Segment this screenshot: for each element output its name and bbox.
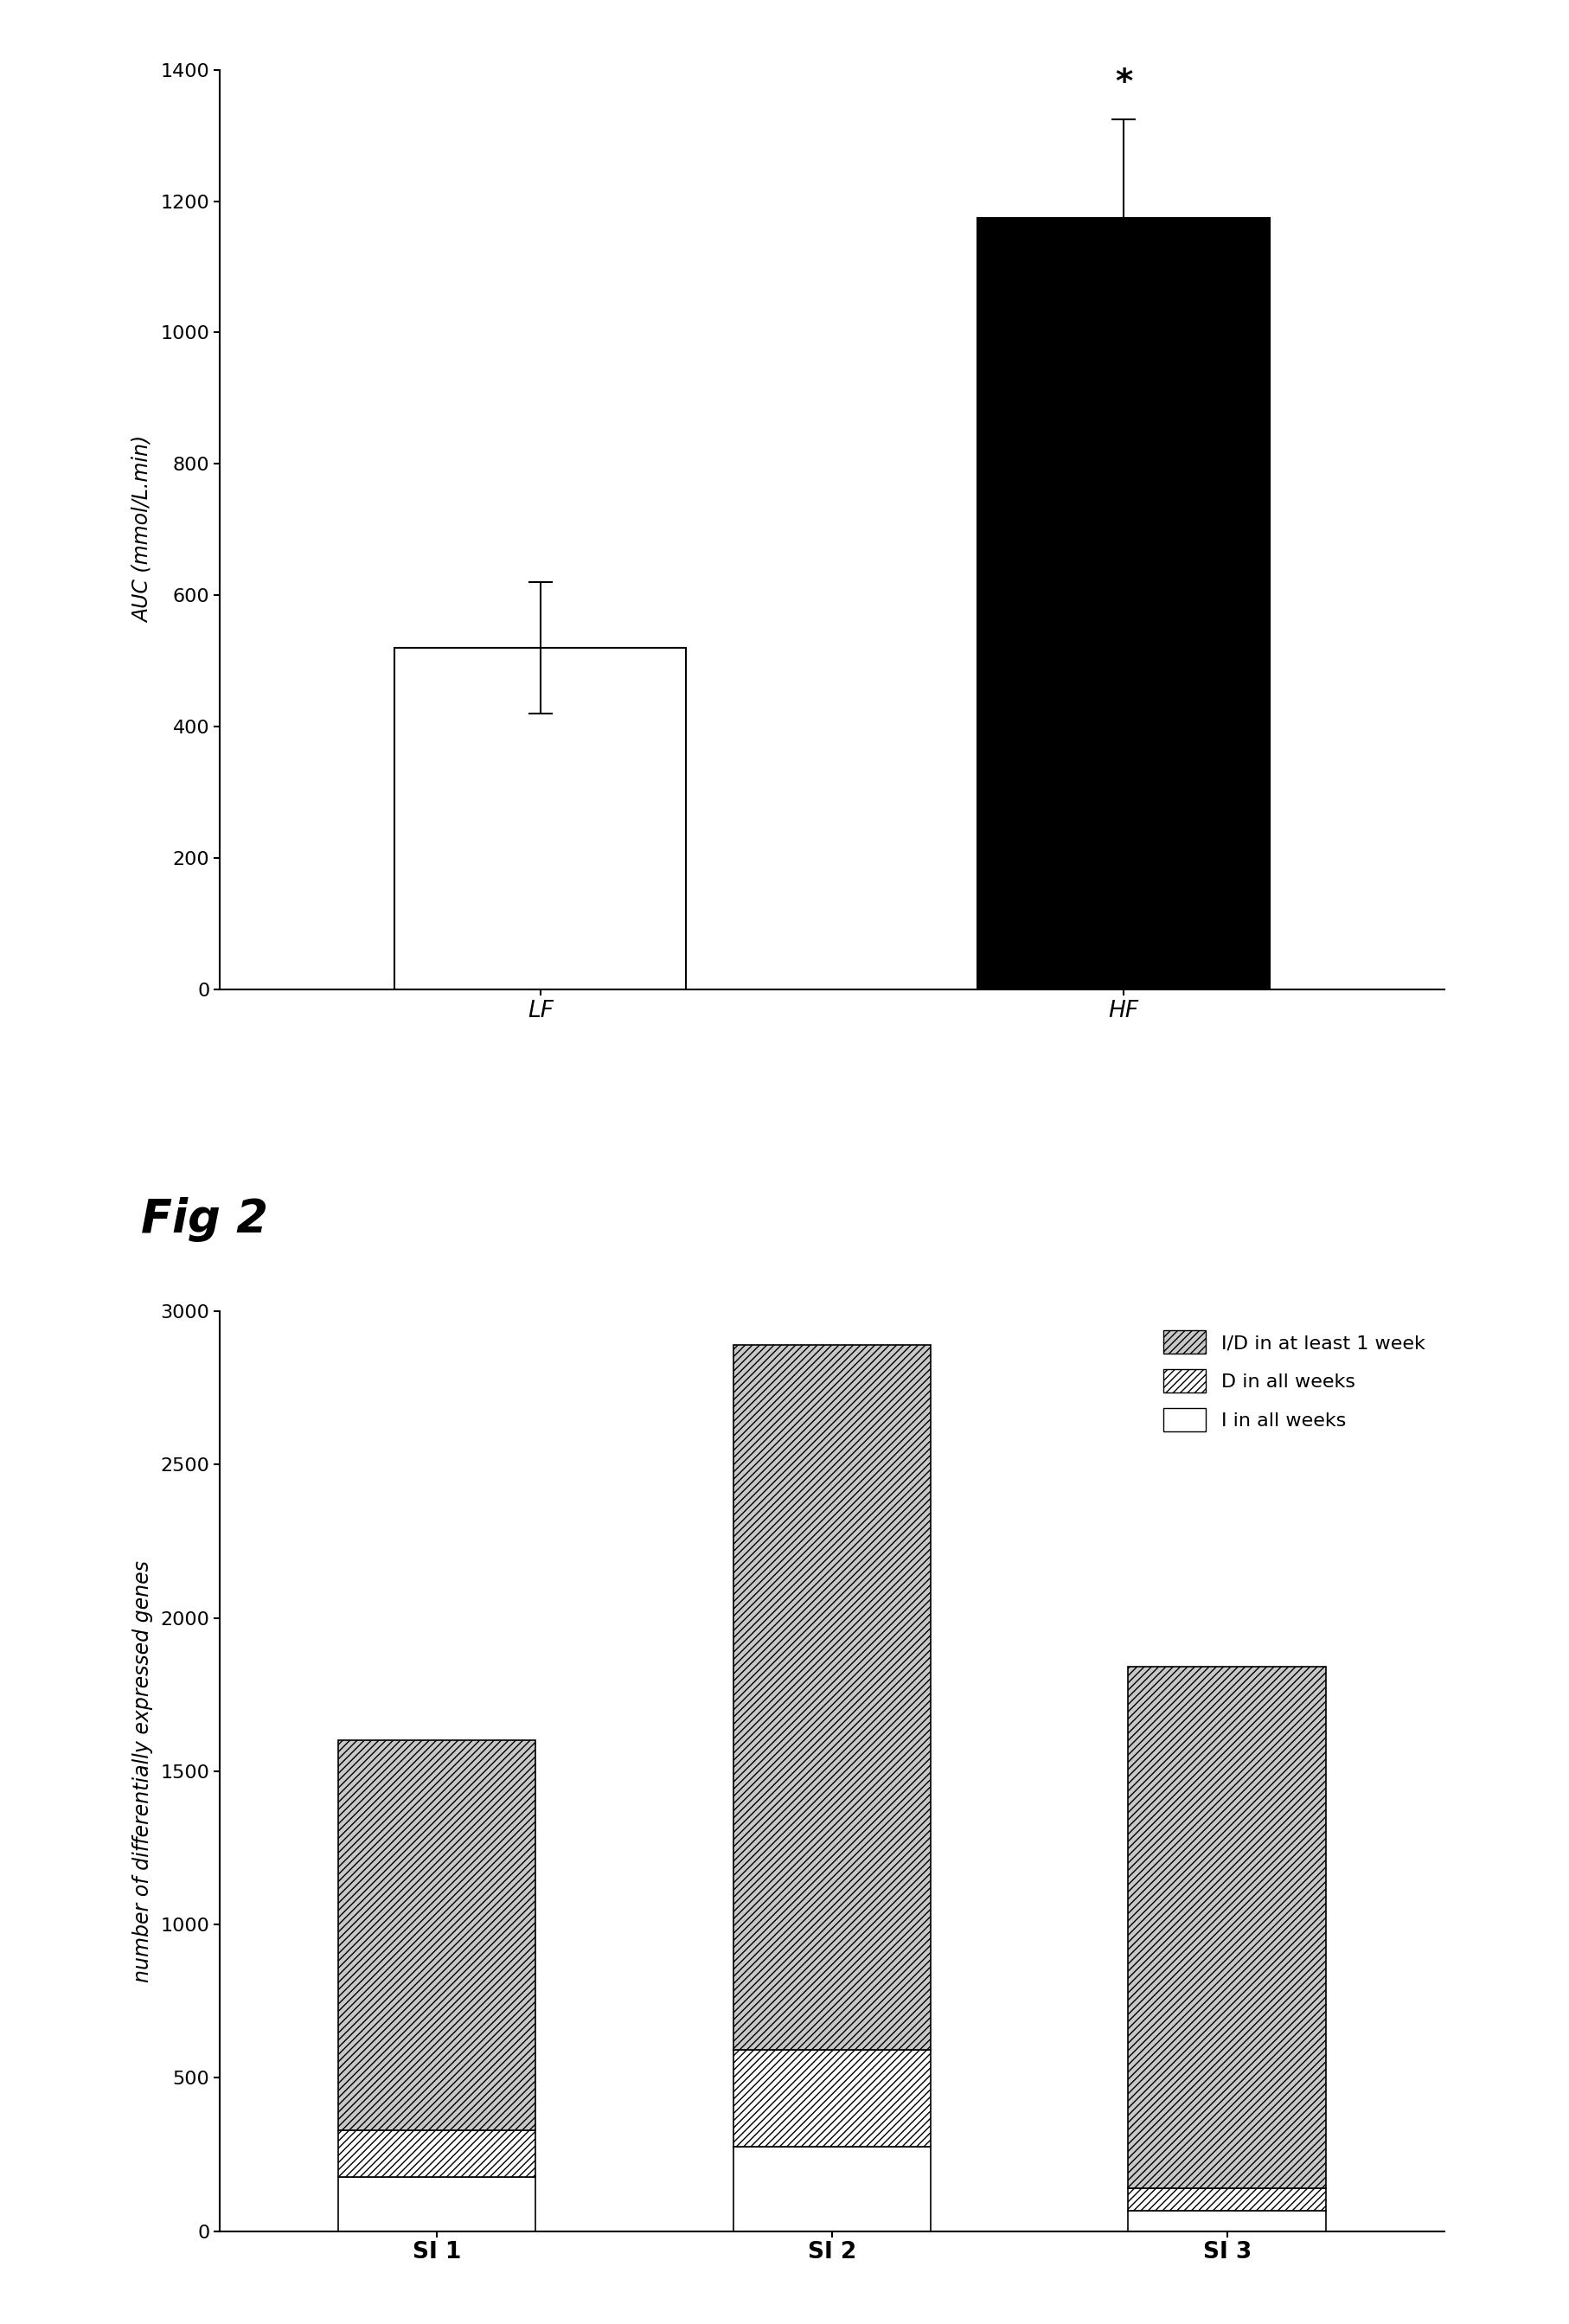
Bar [733,2147,930,2231]
Bar [337,2178,535,2231]
Bar [733,1346,930,2050]
Y-axis label: AUC (mmol/L.min): AUC (mmol/L.min) [132,437,154,623]
Y-axis label: number of differentially expressed genes: number of differentially expressed genes [132,1559,154,1982]
Bar [977,218,1269,990]
Bar [337,1741,535,2129]
Text: *: * [1114,67,1131,100]
Legend: I/D in at least 1 week, D in all weeks, I in all weeks: I/D in at least 1 week, D in all weeks, … [1153,1320,1434,1441]
Bar [1128,2210,1326,2231]
Bar [1128,2189,1326,2210]
Bar [1128,1666,1326,2189]
Bar [733,2050,930,2147]
Bar [337,2129,535,2178]
Text: Fig 2: Fig 2 [141,1197,268,1241]
Bar [394,648,686,990]
